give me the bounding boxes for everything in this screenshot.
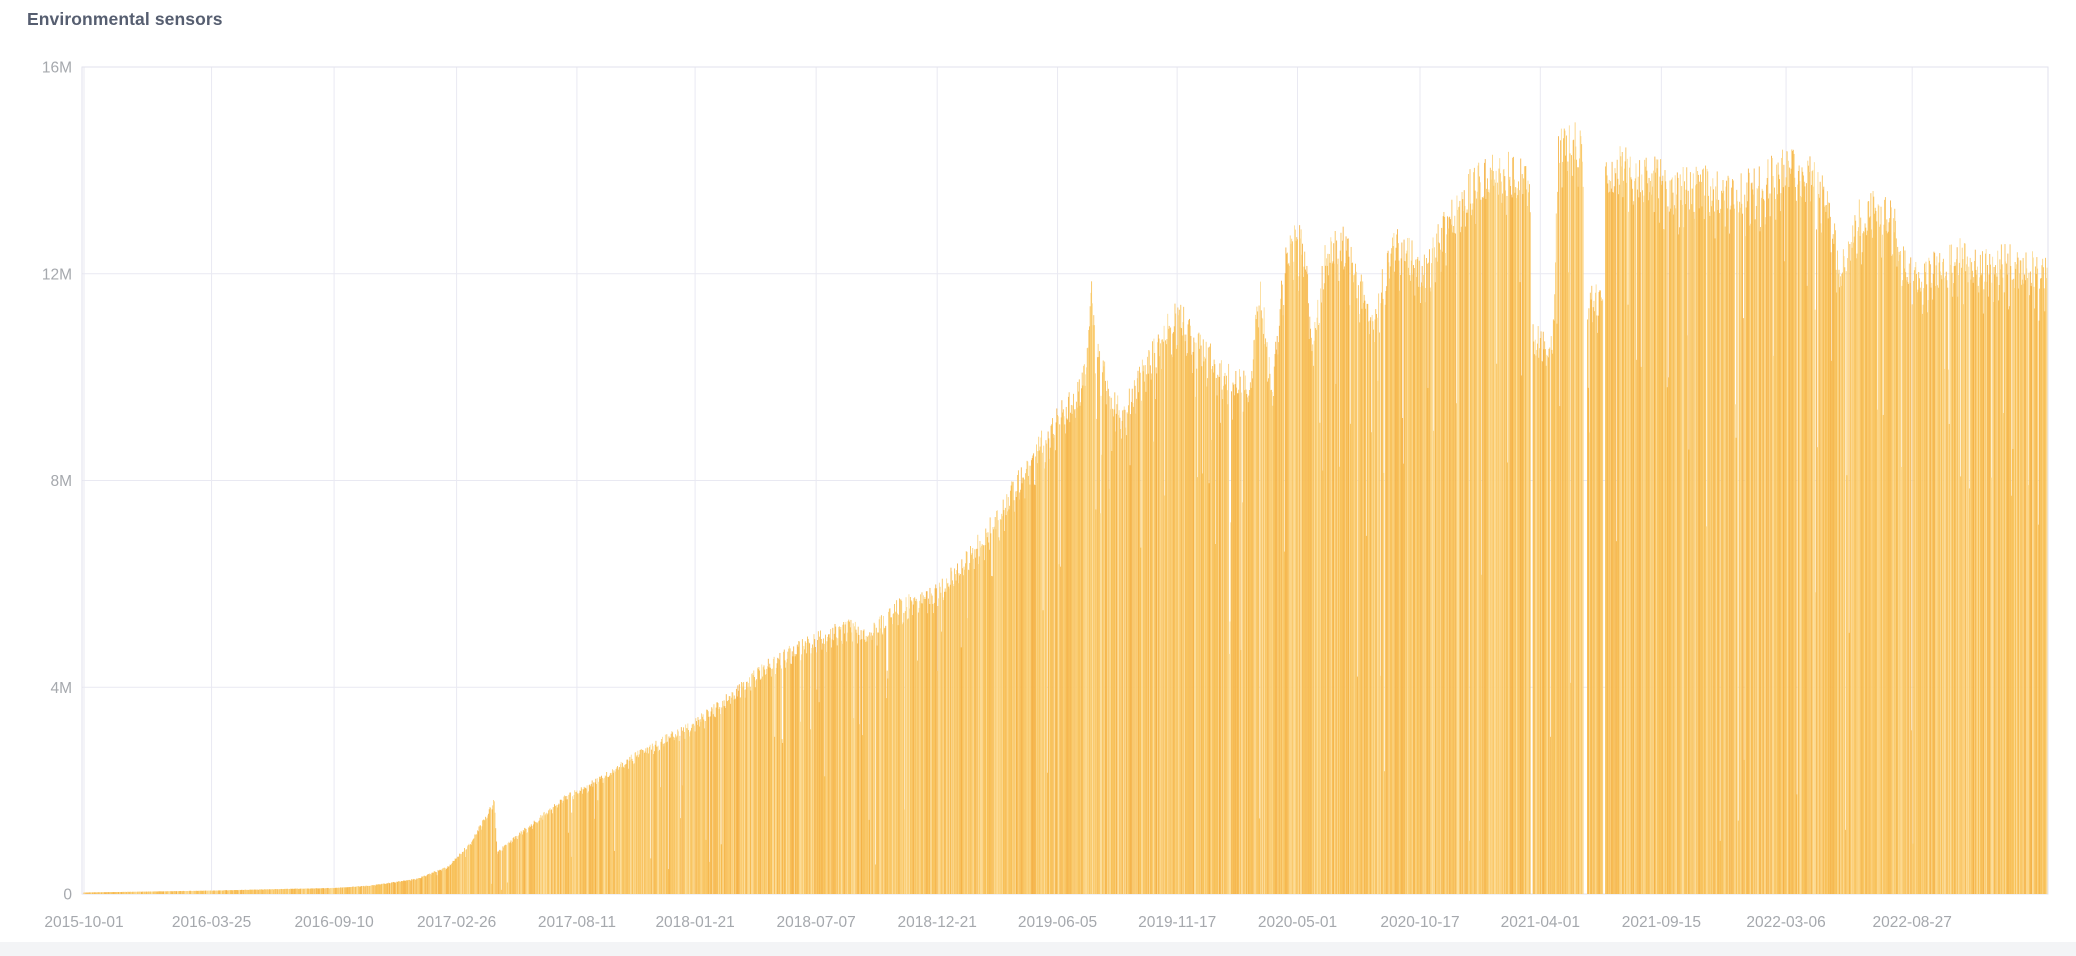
y-axis-labels: 0 4M 8M 12M 16M <box>42 60 73 904</box>
svg-text:2018-07-07: 2018-07-07 <box>777 914 856 931</box>
svg-text:2022-08-27: 2022-08-27 <box>1873 914 1952 931</box>
svg-text:0: 0 <box>63 887 72 904</box>
svg-text:2021-09-15: 2021-09-15 <box>1622 914 1701 931</box>
svg-text:2018-12-21: 2018-12-21 <box>898 914 977 931</box>
svg-text:2022-03-06: 2022-03-06 <box>1746 914 1825 931</box>
svg-text:4M: 4M <box>50 680 72 697</box>
svg-text:2021-04-01: 2021-04-01 <box>1501 914 1580 931</box>
svg-text:12M: 12M <box>42 266 72 283</box>
chart-title: Environmental sensors <box>27 9 223 29</box>
svg-text:2020-10-17: 2020-10-17 <box>1380 914 1459 931</box>
svg-text:2019-11-17: 2019-11-17 <box>1138 914 1216 931</box>
svg-text:2016-09-10: 2016-09-10 <box>294 914 374 931</box>
svg-text:2018-01-21: 2018-01-21 <box>655 914 734 931</box>
svg-text:2017-02-26: 2017-02-26 <box>417 914 496 931</box>
svg-text:16M: 16M <box>42 60 72 77</box>
svg-text:2016-03-25: 2016-03-25 <box>172 914 251 931</box>
svg-text:2017-08-11: 2017-08-11 <box>538 914 616 931</box>
svg-text:8M: 8M <box>50 473 72 490</box>
x-axis-labels: 2015-10-01 2016-03-25 2016-09-10 2017-02-26… <box>44 914 1951 931</box>
svg-text:2020-05-01: 2020-05-01 <box>1258 914 1337 931</box>
svg-text:2019-06-05: 2019-06-05 <box>1018 914 1097 931</box>
svg-text:2015-10-01: 2015-10-01 <box>44 914 123 931</box>
bars[interactable] <box>83 122 2048 895</box>
